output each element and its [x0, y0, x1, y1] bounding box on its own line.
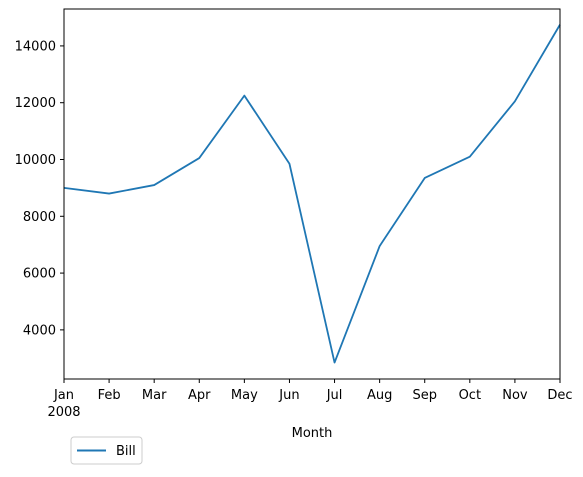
x-tick-label: Dec: [547, 388, 572, 403]
x-tick-label: Jan: [53, 388, 74, 403]
x-axis: Jan Feb Mar Apr May Jun Jul Aug Sep Oct Nov Dec 2008: [47, 379, 572, 420]
plot-frame: [64, 9, 560, 379]
y-tick-label: 12000: [15, 96, 56, 111]
series-layer: [64, 25, 560, 363]
series-line-bill: [64, 25, 560, 363]
x-tick-label: May: [231, 388, 258, 403]
x-tick-label: Apr: [188, 388, 211, 403]
y-tick-label: 8000: [23, 210, 56, 225]
x-tick-label: Oct: [459, 388, 481, 403]
x-axis-title: Month: [292, 426, 333, 441]
x-tick-label: Sep: [412, 388, 437, 403]
y-axis: 4000 6000 8000 10000 12000 14000: [15, 39, 64, 338]
x-tick-label: Jul: [326, 388, 343, 403]
x-tick-label: Mar: [142, 388, 167, 403]
y-tick-label: 10000: [15, 153, 56, 168]
x-tick-year-label: 2008: [47, 405, 80, 420]
legend-label: Bill: [116, 444, 136, 459]
legend: Bill: [71, 437, 142, 464]
y-tick-label: 14000: [15, 39, 56, 54]
y-tick-label: 6000: [23, 267, 56, 282]
y-tick-label: 4000: [23, 323, 56, 338]
x-tick-label: Nov: [502, 388, 528, 403]
x-tick-label: Feb: [98, 388, 121, 403]
x-tick-label: Aug: [367, 388, 392, 403]
x-tick-label: Jun: [278, 388, 299, 403]
